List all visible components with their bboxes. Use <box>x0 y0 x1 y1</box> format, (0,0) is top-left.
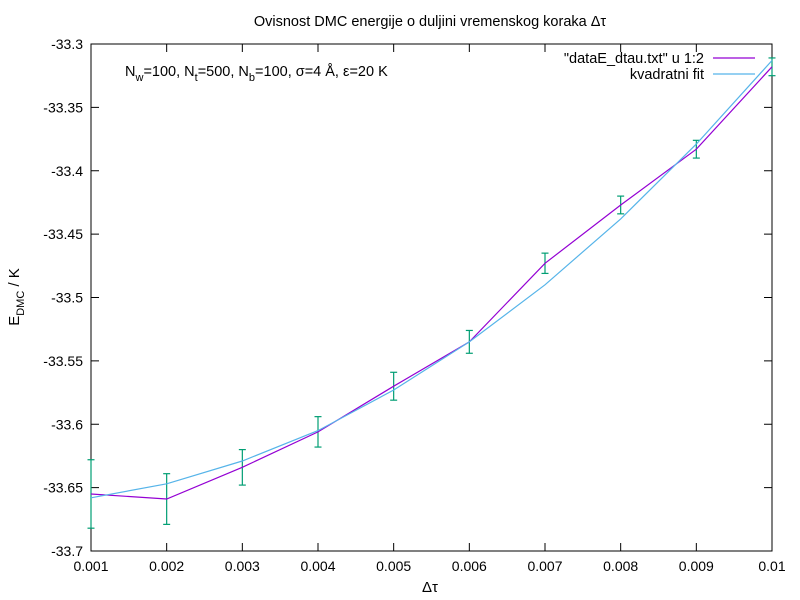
y-tick-label: -33.65 <box>43 480 83 496</box>
series-line <box>90 66 773 500</box>
x-tick-label: 0.002 <box>149 558 184 574</box>
y-tick-label: -33.35 <box>43 99 83 115</box>
parameters-annotation: Nw=100, Nt=500, Nb=100, σ=4 Å, ε=20 K <box>125 63 388 84</box>
x-tick-label: 0.005 <box>376 558 411 574</box>
y-tick-label: -33.5 <box>51 290 83 306</box>
x-axis-label: Δτ <box>422 579 438 596</box>
chart-title: Ovisnost DMC energije o duljini vremensk… <box>254 14 607 30</box>
y-tick-label: -33.45 <box>43 226 83 242</box>
annotation-subscript: w <box>134 72 143 84</box>
y-axis-label-unit: / K <box>6 268 23 291</box>
y-tick-label: -33.7 <box>51 543 83 559</box>
legend-label: "dataE_dtau.txt" u 1:2 <box>564 51 704 67</box>
y-tick-label: -33.6 <box>51 416 83 432</box>
x-tick-label: 0.008 <box>603 558 638 574</box>
y-tick-label: -33.4 <box>51 163 83 179</box>
y-axis: -33.3 -33.35 -33.4 -33.45 -33.5 -33.55 -33.6 -3… <box>43 36 772 559</box>
y-axis-label-main: E <box>6 316 23 326</box>
annotation-text: =100, N <box>143 64 194 80</box>
x-tick-label: 0.006 <box>452 558 487 574</box>
annotation-text: =100, σ=4 Å, ε=20 K <box>255 63 388 80</box>
series-line <box>90 60 773 499</box>
series-data <box>87 57 776 529</box>
y-tick-label: -33.3 <box>51 36 83 52</box>
plot-frame <box>90 43 773 552</box>
x-tick-label: 0.009 <box>679 558 714 574</box>
series-layer <box>87 57 776 529</box>
y-tick-label: -33.55 <box>43 353 83 369</box>
annotation-subscript: b <box>249 72 255 84</box>
x-tick-label: 0.01 <box>758 558 785 574</box>
series-fit <box>90 60 773 499</box>
x-tick-label: 0.001 <box>73 558 108 574</box>
x-axis: 0.001 0.002 0.003 0.004 0.005 0.006 0.007 0.008… <box>73 44 786 574</box>
x-tick-label: 0.003 <box>225 558 260 574</box>
annotation-subscript: t <box>195 72 198 84</box>
x-tick-label: 0.007 <box>527 558 562 574</box>
annotation-text: N <box>125 64 135 80</box>
legend-label: kvadratni fit <box>630 67 704 83</box>
x-tick-label: 0.004 <box>300 558 335 574</box>
y-axis-label: EDMC / K <box>6 268 27 326</box>
annotation-text: =500, N <box>198 64 249 80</box>
y-axis-label-subscript: DMC <box>15 291 27 316</box>
